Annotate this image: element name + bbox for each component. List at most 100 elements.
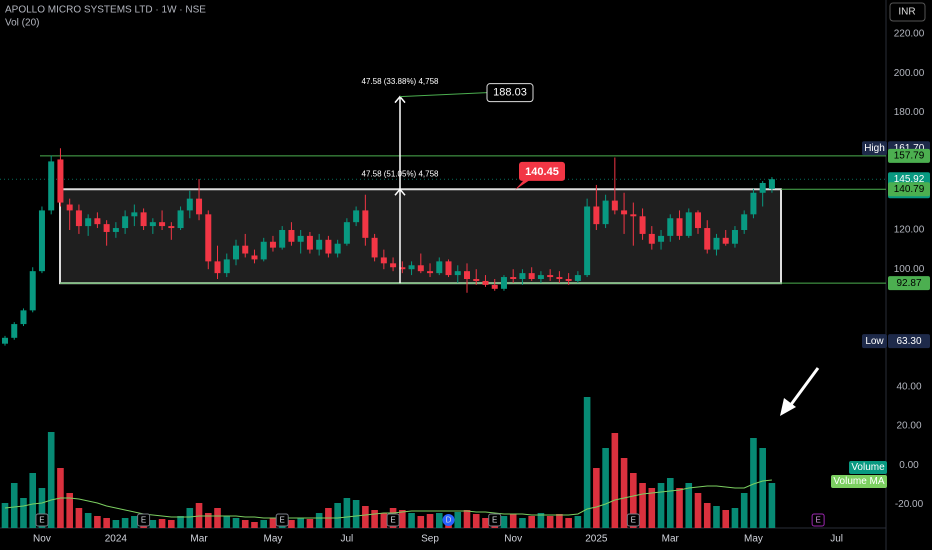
volume-bar bbox=[648, 488, 656, 528]
candle-body bbox=[159, 222, 166, 227]
x-tick-label: Jul bbox=[340, 534, 353, 545]
volume-bar bbox=[112, 520, 120, 528]
candle-body bbox=[29, 271, 36, 311]
volume-bar bbox=[1, 503, 9, 528]
volume-bar bbox=[703, 503, 711, 528]
candle-body bbox=[260, 241, 267, 260]
volume-bar bbox=[186, 508, 194, 528]
volume-bar bbox=[463, 510, 471, 528]
candle-body bbox=[362, 210, 369, 238]
volume-bar bbox=[602, 448, 609, 528]
candle-body bbox=[667, 218, 674, 236]
volume-bar bbox=[158, 519, 166, 528]
volume-bar bbox=[482, 518, 489, 528]
target-line bbox=[399, 92, 488, 98]
x-tick-label: Nov bbox=[504, 534, 522, 545]
callout-label: 140.45 bbox=[525, 166, 559, 178]
chart-title: APOLLO MICRO SYSTEMS LTD · 1W · NSE bbox=[5, 5, 206, 16]
low-name: Low bbox=[865, 336, 884, 347]
currency-button[interactable] bbox=[889, 2, 926, 22]
volume-bar bbox=[38, 488, 46, 528]
volume-bar bbox=[500, 516, 508, 528]
volume-bar bbox=[204, 513, 212, 528]
high-name-tag bbox=[862, 141, 887, 156]
candle-body bbox=[66, 204, 73, 211]
candle-body bbox=[279, 230, 286, 248]
x-tick-label: 2024 bbox=[105, 534, 128, 545]
high-name: High bbox=[864, 143, 885, 154]
volume-bar bbox=[343, 498, 351, 528]
candle-body bbox=[75, 210, 82, 227]
candle-body bbox=[297, 235, 304, 242]
volume-bar bbox=[29, 473, 37, 528]
event-label: D bbox=[446, 516, 452, 525]
candle-body bbox=[94, 218, 101, 225]
legend-ma-tag bbox=[831, 475, 887, 488]
candle-body bbox=[500, 277, 507, 289]
event-marker bbox=[35, 513, 49, 527]
candle-body bbox=[584, 206, 591, 276]
candle-body bbox=[85, 218, 92, 227]
range-bottom-tag bbox=[888, 276, 930, 291]
candle-body bbox=[325, 239, 332, 254]
candle-body bbox=[768, 179, 775, 189]
event-label: E bbox=[492, 516, 497, 525]
range-bottom-label: 92.87 bbox=[896, 278, 921, 289]
volume-bar bbox=[574, 516, 582, 528]
volume-bar bbox=[519, 518, 526, 528]
candle-body bbox=[676, 218, 683, 236]
callout-box bbox=[519, 161, 565, 181]
candle-body bbox=[131, 212, 138, 217]
volume-bar bbox=[241, 520, 249, 528]
candle-body bbox=[140, 212, 147, 227]
volume-bar bbox=[399, 510, 406, 528]
candle-body bbox=[103, 224, 110, 232]
candle-body bbox=[658, 235, 665, 242]
x-tick-label: Mar bbox=[662, 534, 680, 545]
x-tick-label: Sep bbox=[421, 534, 439, 545]
volume-bar bbox=[408, 513, 415, 528]
pointer-arrow bbox=[788, 367, 820, 407]
candle-body bbox=[510, 277, 517, 280]
currency-label[interactable]: INR bbox=[898, 7, 915, 18]
volume-bar bbox=[131, 516, 138, 528]
candle-body bbox=[11, 324, 18, 338]
candle-body bbox=[417, 265, 424, 272]
volume-bar bbox=[20, 498, 27, 528]
candle-body bbox=[436, 261, 443, 274]
volume-bar bbox=[454, 512, 462, 528]
volume-bar bbox=[722, 510, 730, 528]
measure-label: 47.58 (51.05%) 4,758 bbox=[362, 169, 439, 178]
x-tick-label: 2025 bbox=[585, 534, 608, 545]
y-tick-label: 220.00 bbox=[894, 29, 925, 40]
candle-body bbox=[464, 271, 470, 280]
pointer-arrowhead bbox=[780, 398, 796, 416]
volume-bar bbox=[232, 518, 240, 528]
candle-body bbox=[565, 279, 572, 281]
event-marker bbox=[137, 513, 151, 527]
volume-bar bbox=[731, 508, 739, 528]
candle-body bbox=[695, 212, 701, 229]
y-tick-label: 0.00 bbox=[899, 460, 919, 471]
candle-body bbox=[630, 214, 637, 217]
candle-body bbox=[713, 237, 720, 250]
range-top-tag bbox=[888, 182, 930, 197]
volume-bar bbox=[740, 493, 748, 528]
candle-body bbox=[2, 337, 8, 344]
volume-ma-line bbox=[4, 479, 772, 519]
candle-body bbox=[38, 210, 45, 272]
event-marker bbox=[442, 514, 455, 526]
volume-bar bbox=[750, 438, 757, 528]
volume-bar bbox=[417, 516, 425, 528]
volume-bar bbox=[528, 516, 535, 528]
volume-bar bbox=[426, 514, 434, 528]
volume-bar bbox=[593, 468, 600, 528]
volume-bar bbox=[435, 513, 443, 528]
volume-bar bbox=[537, 513, 545, 528]
last-price-label: 145.92 bbox=[894, 174, 925, 185]
measure-arrowhead bbox=[394, 188, 406, 196]
volume-bar bbox=[149, 520, 157, 528]
candle-body bbox=[537, 275, 544, 280]
candle-body bbox=[722, 237, 729, 244]
low-tag bbox=[888, 334, 930, 349]
